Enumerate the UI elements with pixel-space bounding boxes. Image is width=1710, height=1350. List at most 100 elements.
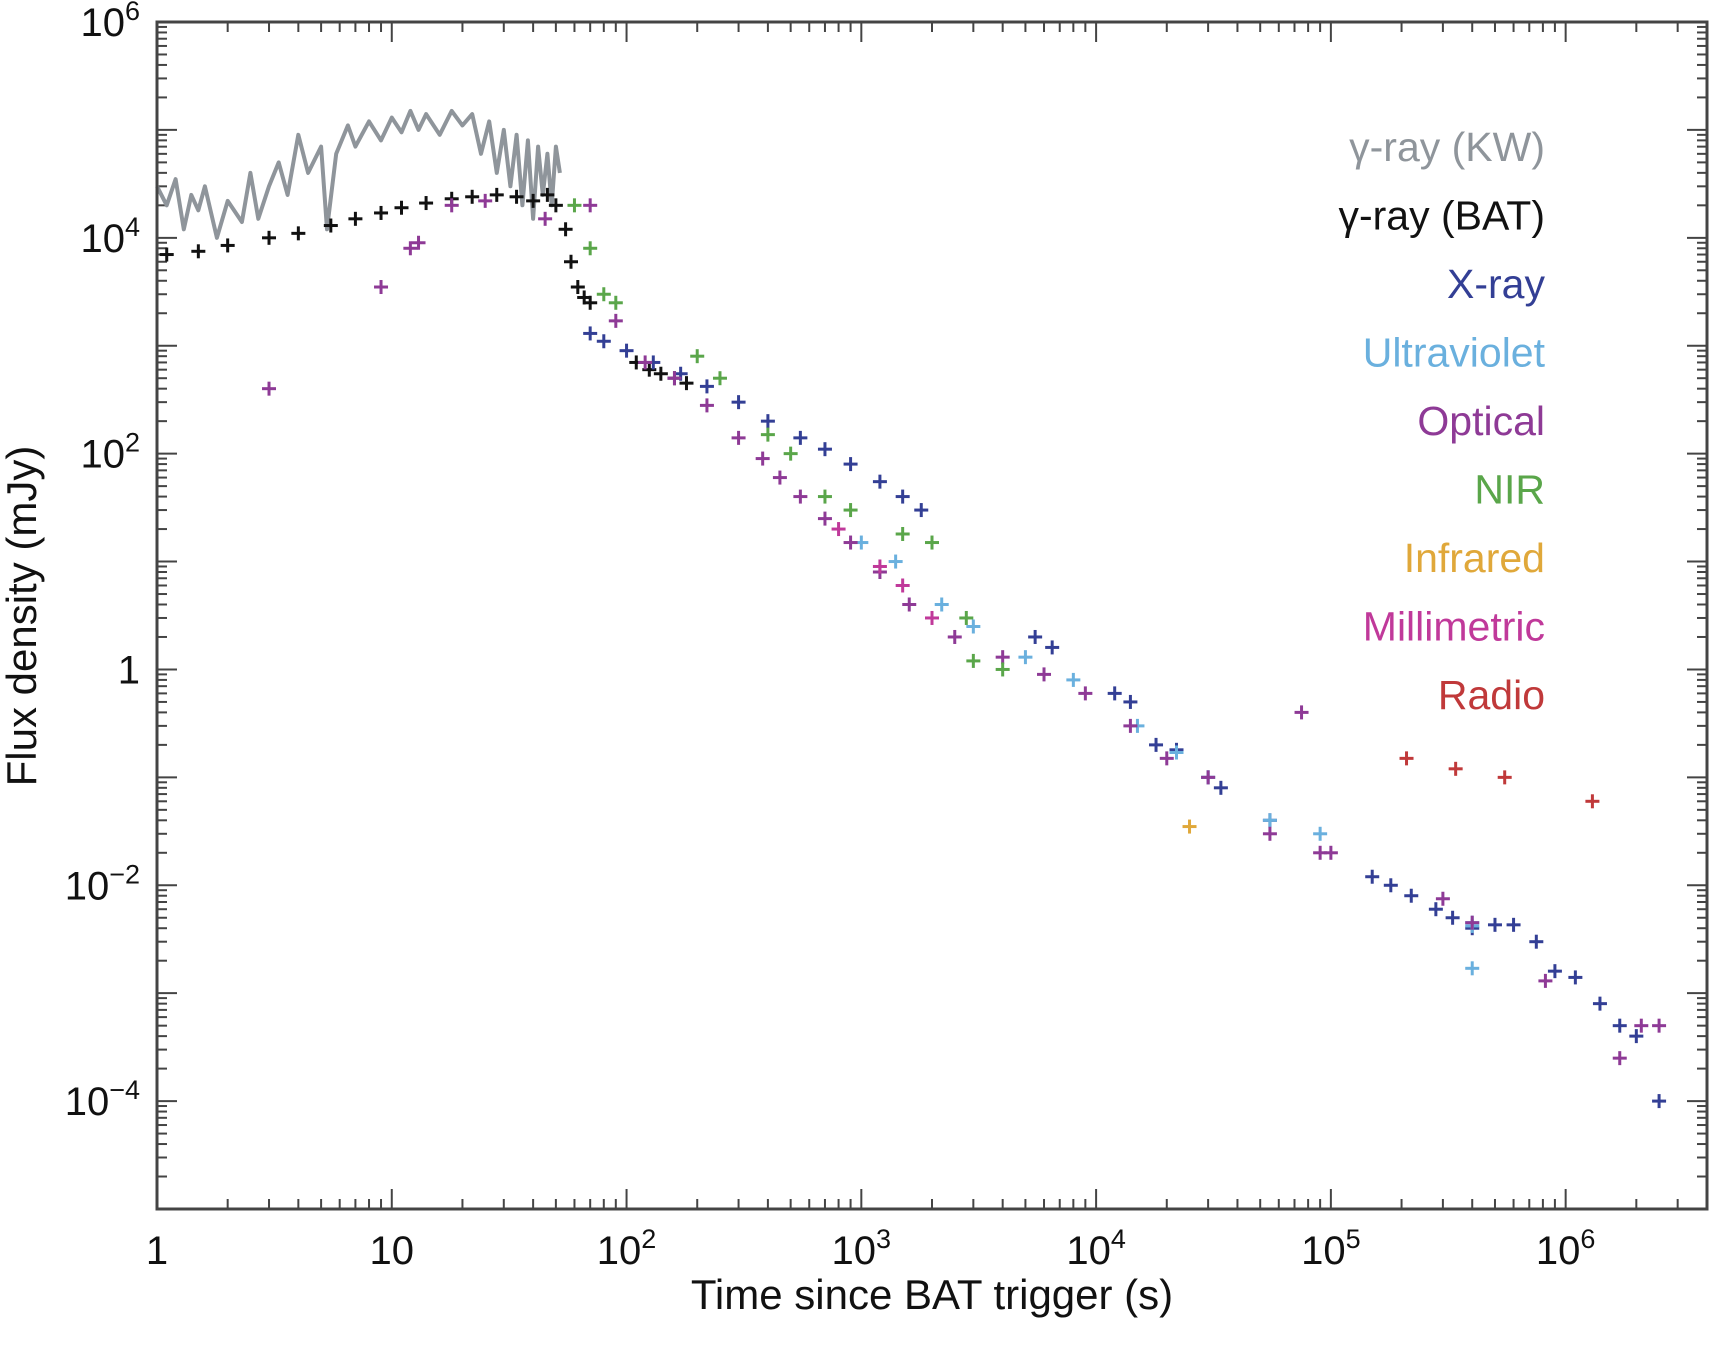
data-point [1262, 826, 1277, 841]
data-point [159, 247, 174, 262]
data-point [509, 189, 524, 204]
data-point [1612, 1018, 1627, 1033]
data-point [1383, 878, 1398, 893]
y-tick-label: 104 [80, 212, 140, 261]
data-point [1018, 650, 1033, 665]
data-point [323, 218, 338, 233]
data-point [895, 526, 910, 541]
legend-item: Millimetric [1363, 604, 1545, 650]
data-point [895, 578, 910, 593]
data-point [1487, 917, 1502, 932]
data-point [947, 629, 962, 644]
data-point [642, 362, 657, 377]
data-point [583, 295, 598, 310]
data-point [411, 235, 426, 250]
data-point [667, 371, 682, 386]
series-ray-kw [155, 108, 562, 240]
data-point [1629, 1029, 1644, 1044]
data-point [444, 198, 459, 213]
data-point [526, 193, 541, 208]
data-point [1037, 667, 1052, 682]
data-point [596, 287, 611, 302]
data-point [374, 280, 389, 295]
data-point [1107, 686, 1122, 701]
data-point [220, 238, 235, 253]
data-point [1634, 1018, 1649, 1033]
y-tick-label: 106 [80, 0, 140, 45]
legend: γ-ray (KW) γ-ray (BAT) X-ray Ultraviolet Opt… [1338, 124, 1545, 718]
y-tick-label: 10−2 [65, 859, 140, 908]
data-point [925, 535, 939, 550]
data-point [1123, 694, 1138, 709]
data-point [1182, 819, 1197, 834]
data-point [731, 430, 746, 445]
data-point [1612, 1051, 1627, 1066]
x-tick-label: 102 [597, 1224, 657, 1273]
data-point [817, 442, 832, 457]
data-point [843, 535, 858, 550]
data-point [1045, 640, 1060, 655]
series-line [155, 108, 562, 240]
data-point [772, 470, 787, 485]
data-point [1201, 770, 1216, 785]
data-point [1078, 686, 1093, 701]
data-point [1465, 961, 1480, 976]
data-point [465, 189, 480, 204]
legend-item: NIR [1474, 467, 1545, 513]
data-point [1529, 934, 1544, 949]
data-point [419, 196, 434, 211]
data-point [403, 241, 418, 256]
data-point [1448, 761, 1463, 776]
data-point [583, 198, 598, 213]
data-point [699, 379, 714, 394]
data-point [1445, 910, 1460, 925]
data-point [558, 222, 573, 237]
data-point [608, 313, 623, 328]
legend-item: Radio [1438, 672, 1545, 718]
data-point [872, 474, 887, 489]
legend-item: γ-ray (KW) [1349, 124, 1545, 170]
data-point [374, 205, 389, 220]
series-millimetric [831, 522, 939, 625]
x-axis-title: Time since BAT trigger (s) [691, 1271, 1173, 1318]
data-point [1262, 813, 1277, 828]
x-tick-label: 104 [1066, 1224, 1126, 1273]
data-point [793, 430, 808, 445]
data-point [1066, 672, 1081, 687]
data-point [478, 193, 493, 208]
y-tick-label: 102 [80, 428, 140, 477]
data-point [1506, 917, 1521, 932]
data-point [1568, 970, 1583, 985]
data-point [817, 489, 832, 504]
data-point [888, 554, 903, 569]
data-point [914, 503, 929, 518]
data-point [1399, 751, 1414, 766]
data-point [843, 503, 858, 518]
series-radio [1399, 751, 1600, 809]
data-point [731, 395, 746, 410]
data-point [596, 334, 611, 349]
data-point [966, 653, 981, 668]
data-point [1365, 869, 1380, 884]
data-point [1538, 973, 1553, 988]
x-tick-label: 1 [146, 1229, 168, 1273]
data-point [793, 489, 808, 504]
data-point [583, 326, 598, 341]
series-optical [262, 193, 1667, 1066]
data-point [1159, 751, 1174, 766]
data-point [564, 254, 579, 269]
data-point [843, 457, 858, 472]
data-point [1585, 794, 1600, 809]
data-point [995, 650, 1010, 665]
data-point [538, 211, 553, 226]
legend-item: X-ray [1447, 261, 1545, 307]
plot-frame [155, 20, 1709, 1211]
data-point [1592, 996, 1607, 1011]
data-point [1497, 770, 1512, 785]
data-point [934, 597, 949, 612]
data-point [567, 198, 582, 213]
tick-labels: 1 10 102 103 104 105 106 106 104 102 1 10−2 10−4 [65, 0, 1596, 1273]
data-point [262, 381, 277, 396]
data-point [995, 662, 1010, 677]
data-point [966, 619, 981, 634]
